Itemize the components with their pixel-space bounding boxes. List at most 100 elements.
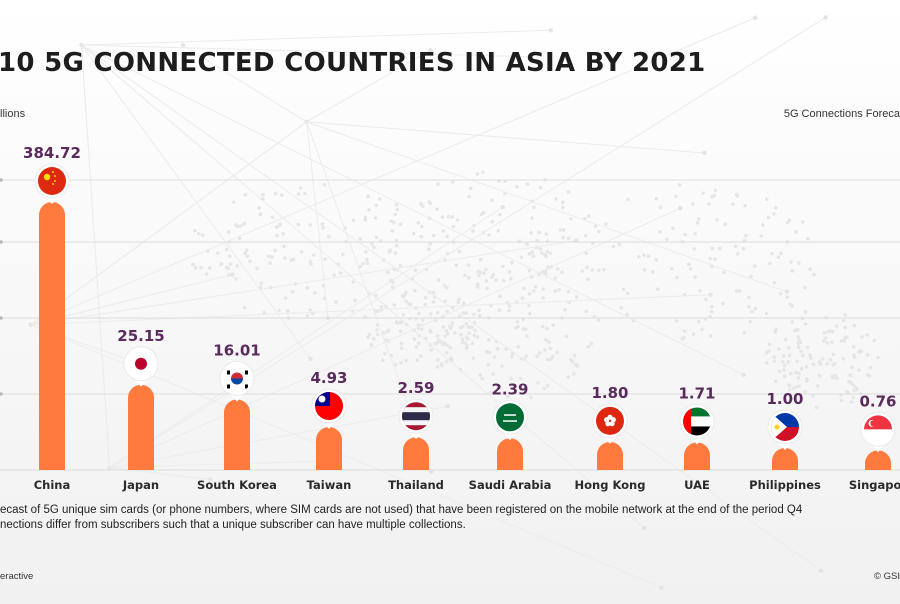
network-line — [306, 121, 705, 154]
map-dot — [793, 328, 797, 333]
map-dot — [642, 268, 647, 272]
map-dot — [419, 327, 424, 332]
map-dot — [619, 306, 624, 310]
map-dot — [527, 292, 532, 296]
map-dot — [527, 252, 532, 256]
map-dot — [390, 285, 395, 289]
map-dot — [336, 262, 341, 267]
map-dot — [242, 222, 246, 227]
map-dot — [219, 262, 223, 266]
map-dot — [466, 325, 471, 329]
map-dot — [828, 357, 833, 362]
map-dot — [491, 372, 495, 376]
map-dot — [459, 332, 463, 337]
map-dot — [370, 241, 374, 246]
map-dot — [351, 280, 356, 284]
map-dot — [700, 327, 704, 332]
map-dot — [742, 330, 747, 335]
map-dot — [469, 325, 474, 330]
map-dot — [529, 395, 533, 400]
map-dot — [845, 389, 849, 394]
map-dot — [796, 335, 801, 339]
map-dot — [374, 203, 379, 208]
map-dot — [602, 267, 606, 272]
map-dot — [843, 336, 847, 340]
map-dot — [561, 205, 565, 210]
thailand-flag — [402, 402, 430, 431]
map-dot — [531, 289, 536, 293]
network-node — [526, 54, 532, 60]
source-left: eractive — [0, 571, 34, 582]
map-dot — [722, 270, 726, 275]
map-dot — [235, 264, 240, 268]
map-dot — [419, 202, 423, 206]
map-dot — [480, 376, 485, 381]
map-dot — [484, 267, 488, 272]
category-label: Thailand — [388, 478, 444, 492]
map-dot — [586, 344, 591, 349]
map-dot — [550, 354, 555, 359]
map-dot — [501, 264, 505, 269]
map-dot — [373, 216, 378, 220]
map-dot — [475, 282, 480, 287]
map-dot — [671, 226, 675, 231]
map-dot — [810, 393, 815, 398]
map-dot — [476, 285, 480, 289]
map-dot — [839, 398, 844, 403]
map-dot — [280, 193, 284, 197]
map-dot — [338, 271, 343, 275]
bar-group-hong-kong: 1.80 Hong Kong — [575, 384, 646, 492]
map-dot — [849, 400, 854, 404]
map-dot — [712, 193, 716, 198]
map-dot — [831, 352, 836, 357]
map-dot — [366, 335, 371, 340]
map-dot — [490, 220, 494, 224]
map-dot — [790, 304, 794, 308]
map-dot — [537, 230, 541, 235]
map-dot — [587, 214, 591, 219]
map-dot — [766, 215, 771, 220]
map-dot — [431, 290, 436, 295]
map-dot — [811, 362, 816, 367]
map-dot — [572, 372, 576, 376]
map-dot — [485, 286, 489, 291]
map-dot — [414, 345, 419, 349]
map-dot — [860, 335, 864, 339]
map-dot — [848, 373, 853, 377]
map-dot — [566, 190, 571, 194]
map-dot — [509, 376, 513, 381]
map-dot — [777, 369, 782, 374]
map-dot — [772, 355, 776, 359]
map-dot — [796, 327, 800, 332]
map-dot — [852, 323, 857, 328]
map-dot — [281, 232, 286, 236]
map-dot — [423, 295, 428, 300]
map-dot — [393, 362, 398, 367]
map-dot — [497, 308, 502, 313]
network-line — [306, 49, 431, 123]
map-dot — [735, 194, 740, 198]
map-dot — [481, 170, 485, 175]
value-label: 16.01 — [213, 341, 260, 359]
network-node — [445, 404, 450, 409]
map-dot — [399, 346, 404, 351]
map-dot — [387, 249, 392, 254]
map-dot — [268, 261, 273, 266]
map-dot — [463, 341, 467, 345]
map-dot — [567, 300, 571, 305]
map-dot — [543, 348, 547, 352]
map-dot — [509, 277, 513, 281]
map-dot — [693, 232, 697, 236]
map-dot — [852, 353, 856, 357]
map-dot — [593, 224, 598, 228]
map-dot — [516, 345, 520, 349]
map-dot — [519, 255, 524, 260]
map-dot — [393, 251, 398, 255]
value-label: 1.80 — [591, 384, 628, 402]
map-dot — [752, 264, 757, 268]
map-dot — [374, 235, 379, 240]
map-dot — [507, 270, 512, 274]
map-dot — [527, 268, 532, 273]
map-dot — [625, 291, 630, 296]
map-dot — [378, 197, 382, 201]
